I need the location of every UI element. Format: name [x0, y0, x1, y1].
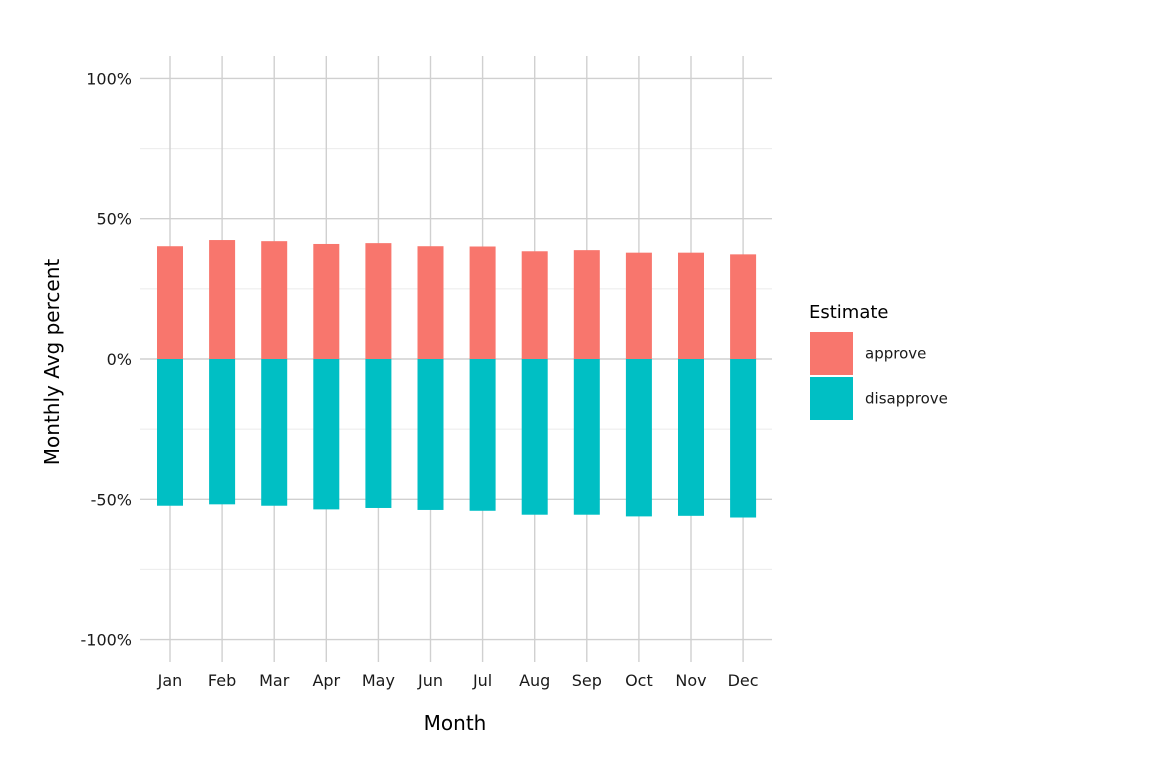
bar-approve-oct	[625, 252, 652, 359]
y-axis: -100% -50% 0% 50% 100%	[80, 69, 132, 649]
bar-approve-mar	[261, 241, 288, 359]
y-tick-label: -100%	[80, 631, 132, 650]
x-tick-label: Jun	[417, 671, 443, 690]
x-tick-label: Apr	[312, 671, 340, 690]
x-tick-label: Aug	[519, 671, 550, 690]
bar-disapprove-jun	[417, 359, 444, 510]
bar-approve-sep	[573, 250, 600, 359]
x-tick-label: Jan	[157, 671, 183, 690]
bar-approve-dec	[730, 254, 757, 359]
x-tick-label: Oct	[625, 671, 653, 690]
bar-disapprove-sep	[573, 359, 600, 515]
bar-disapprove-nov	[678, 359, 704, 516]
x-tick-label: Sep	[572, 671, 602, 690]
bar-disapprove-dec	[730, 359, 757, 518]
bar-approve-jan	[157, 246, 183, 359]
x-tick-label: Mar	[259, 671, 290, 690]
bar-approve-apr	[313, 243, 340, 359]
y-tick-label: -50%	[91, 490, 132, 509]
legend: Estimate approve disapprove	[809, 302, 948, 420]
legend-title: Estimate	[809, 302, 889, 323]
bar-approve-nov	[678, 252, 704, 359]
bar-disapprove-mar	[261, 359, 288, 506]
legend-key-approve	[810, 332, 853, 375]
y-tick-label: 50%	[96, 210, 132, 229]
x-tick-label: Nov	[675, 671, 706, 690]
bar-approve-jun	[417, 246, 444, 359]
x-tick-label: Dec	[728, 671, 759, 690]
legend-key-disapprove	[810, 377, 853, 420]
bars	[157, 240, 757, 518]
bar-disapprove-may	[365, 359, 392, 508]
bar-approve-may	[365, 243, 392, 359]
bar-approve-feb	[209, 240, 236, 359]
x-axis: Jan Feb Mar Apr May Jun Jul Aug Sep Oct Nov Dec	[157, 671, 759, 690]
x-tick-label: Feb	[208, 671, 236, 690]
x-tick-label: Jul	[472, 671, 492, 690]
y-tick-label: 0%	[107, 350, 132, 369]
bar-disapprove-jan	[157, 359, 183, 506]
y-axis-title: Monthly Avg percent	[40, 259, 64, 466]
x-tick-label: May	[362, 671, 395, 690]
y-tick-label: 100%	[86, 69, 132, 88]
bar-approve-jul	[469, 246, 496, 359]
bar-disapprove-aug	[521, 359, 548, 515]
bar-disapprove-apr	[313, 359, 340, 510]
x-axis-title: Month	[424, 711, 487, 735]
bar-disapprove-feb	[209, 359, 236, 505]
bar-disapprove-jul	[469, 359, 496, 511]
bar-disapprove-oct	[625, 359, 652, 517]
legend-label-disapprove: disapprove	[865, 390, 948, 408]
bar-approve-aug	[521, 251, 548, 359]
legend-label-approve: approve	[865, 345, 926, 363]
